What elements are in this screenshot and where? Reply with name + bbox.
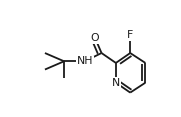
Text: F: F [127, 30, 133, 40]
Text: O: O [91, 33, 100, 43]
Text: NH: NH [77, 56, 93, 66]
Text: N: N [112, 78, 120, 88]
